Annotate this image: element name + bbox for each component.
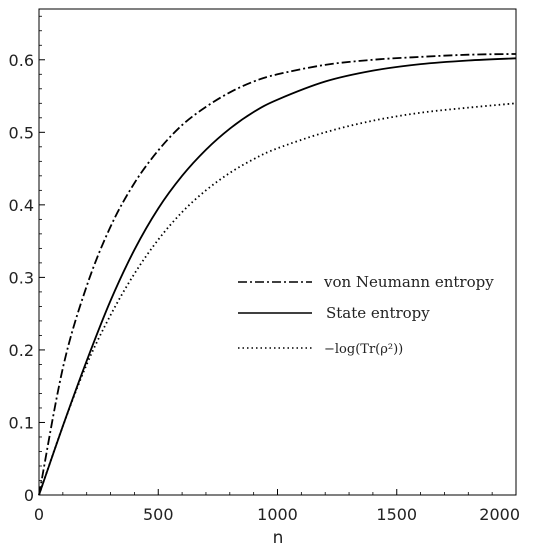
x-tick-label: 500 — [143, 505, 174, 524]
plot-frame — [38, 8, 517, 496]
legend-label-state-entropy: State entropy — [326, 304, 430, 322]
x-tick-label: 1000 — [257, 505, 298, 524]
legend-label-purity: −log(Tr(ρ²)) — [324, 342, 403, 357]
y-tick-label: 0.2 — [9, 341, 34, 360]
x-tick-label: 0 — [34, 505, 44, 524]
y-tick-label: 0.3 — [9, 268, 34, 287]
y-tick-label: 0.4 — [9, 196, 34, 215]
y-tick-label: 0.1 — [9, 413, 34, 432]
x-tick-label: 1500 — [376, 505, 417, 524]
legend-label-von-neumann: von Neumann entropy — [323, 273, 494, 291]
x-tick-label: 2000 — [479, 505, 520, 524]
y-tick-label: 0 — [24, 486, 34, 505]
series-layer — [38, 53, 517, 496]
x-axis-ticks: 0 500 1000 1500 2000 — [34, 489, 520, 524]
y-tick-label: 0.5 — [9, 123, 34, 142]
x-axis-label: n — [273, 528, 284, 548]
legend: von Neumann entropy State entropy −log(T… — [238, 273, 494, 357]
series-line-2 — [38, 57, 517, 496]
y-axis-ticks: 0 0.1 0.2 0.3 0.4 0.5 0.6 — [9, 15, 45, 505]
y-tick-label: 0.6 — [9, 51, 34, 70]
